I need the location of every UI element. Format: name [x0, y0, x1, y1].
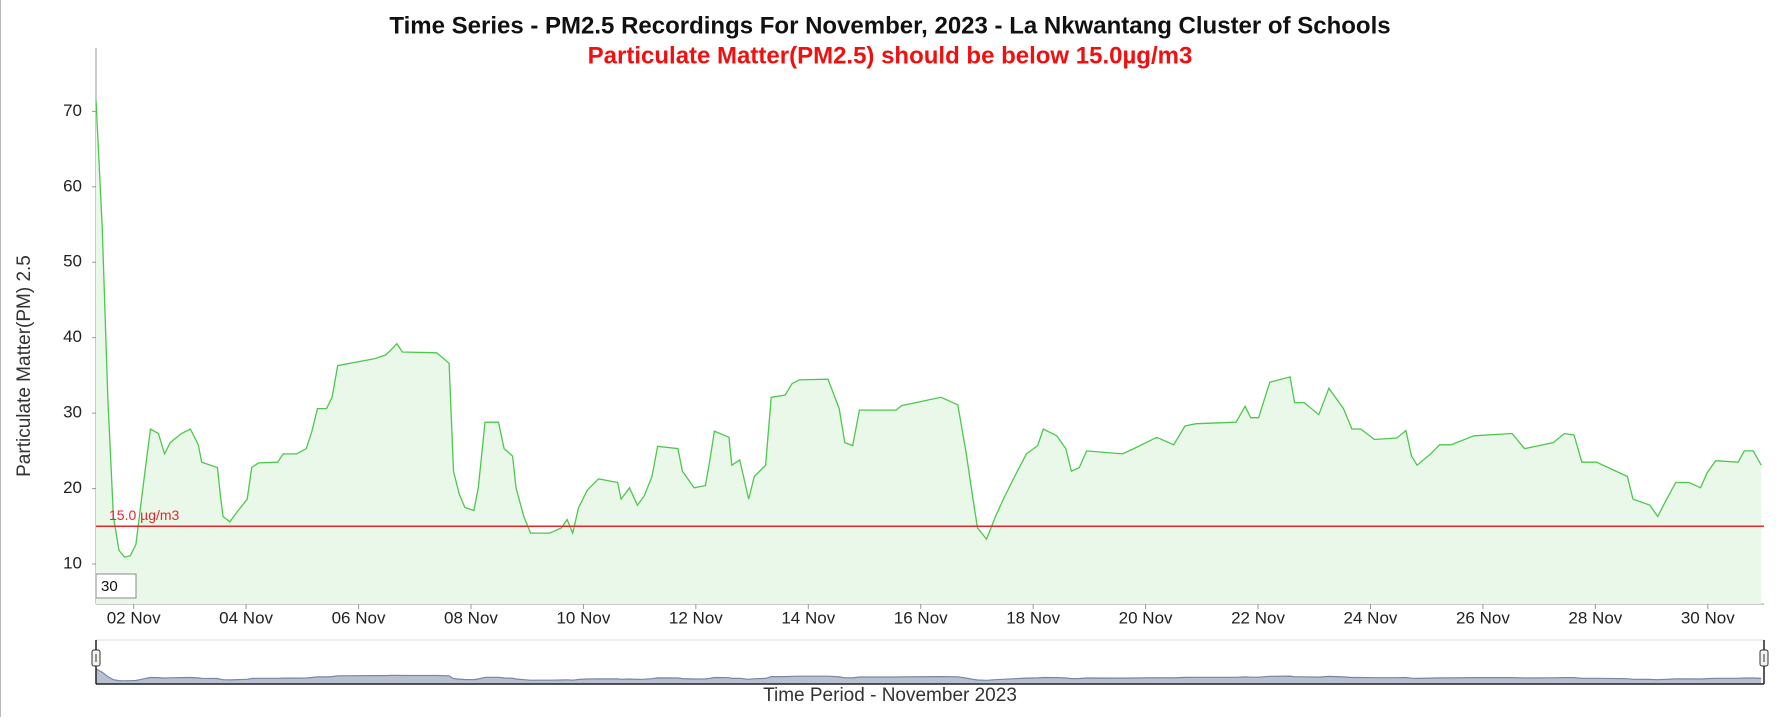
zoom-input — [95, 573, 137, 599]
zoom-input-text: 30 — [101, 578, 118, 595]
navigator-area — [96, 668, 1762, 684]
y-tick-label: 70 — [63, 101, 82, 120]
y-axis-title: Particulate Matter(PM) 2.5 — [14, 255, 35, 477]
x-tick-label: 24 Nov — [1344, 608, 1398, 627]
x-axis-title: Time Period - November 2023 — [763, 685, 1017, 706]
x-tick-label: 16 Nov — [894, 608, 948, 627]
x-tick-label: 28 Nov — [1568, 608, 1622, 627]
series-line — [95, 100, 1762, 558]
series-area — [96, 100, 1762, 604]
x-tick-label: 30 Nov — [1681, 608, 1735, 627]
chart-subtitle: Particulate Matter(PM2.5) should be belo… — [588, 42, 1193, 69]
x-tick-label: 04 Nov — [219, 608, 273, 627]
x-tick-label: 20 Nov — [1119, 608, 1173, 627]
x-tick-label: 26 Nov — [1456, 608, 1510, 627]
navigator-line — [95, 668, 1762, 682]
x-tick-label: 14 Nov — [781, 608, 835, 627]
x-tick-label: 12 Nov — [669, 608, 723, 627]
y-tick-label: 30 — [63, 403, 82, 422]
x-tick-label: 22 Nov — [1231, 608, 1285, 627]
y-tick-label: 40 — [63, 327, 82, 346]
x-tick-label: 18 Nov — [1006, 608, 1060, 627]
y-tick-label: 10 — [63, 554, 82, 573]
x-tick-label: 06 Nov — [332, 608, 386, 627]
threshold-label: 15.0 µg/m3 — [109, 507, 180, 523]
x-tick-label: 10 Nov — [556, 608, 610, 627]
y-tick-label: 60 — [63, 176, 82, 195]
x-tick-label: 08 Nov — [444, 608, 498, 627]
chart-title: Time Series - PM2.5 Recordings For Novem… — [389, 12, 1390, 39]
y-tick-label: 20 — [63, 478, 82, 497]
x-tick-label: 02 Nov — [107, 608, 161, 627]
y-tick-label: 50 — [63, 252, 82, 271]
